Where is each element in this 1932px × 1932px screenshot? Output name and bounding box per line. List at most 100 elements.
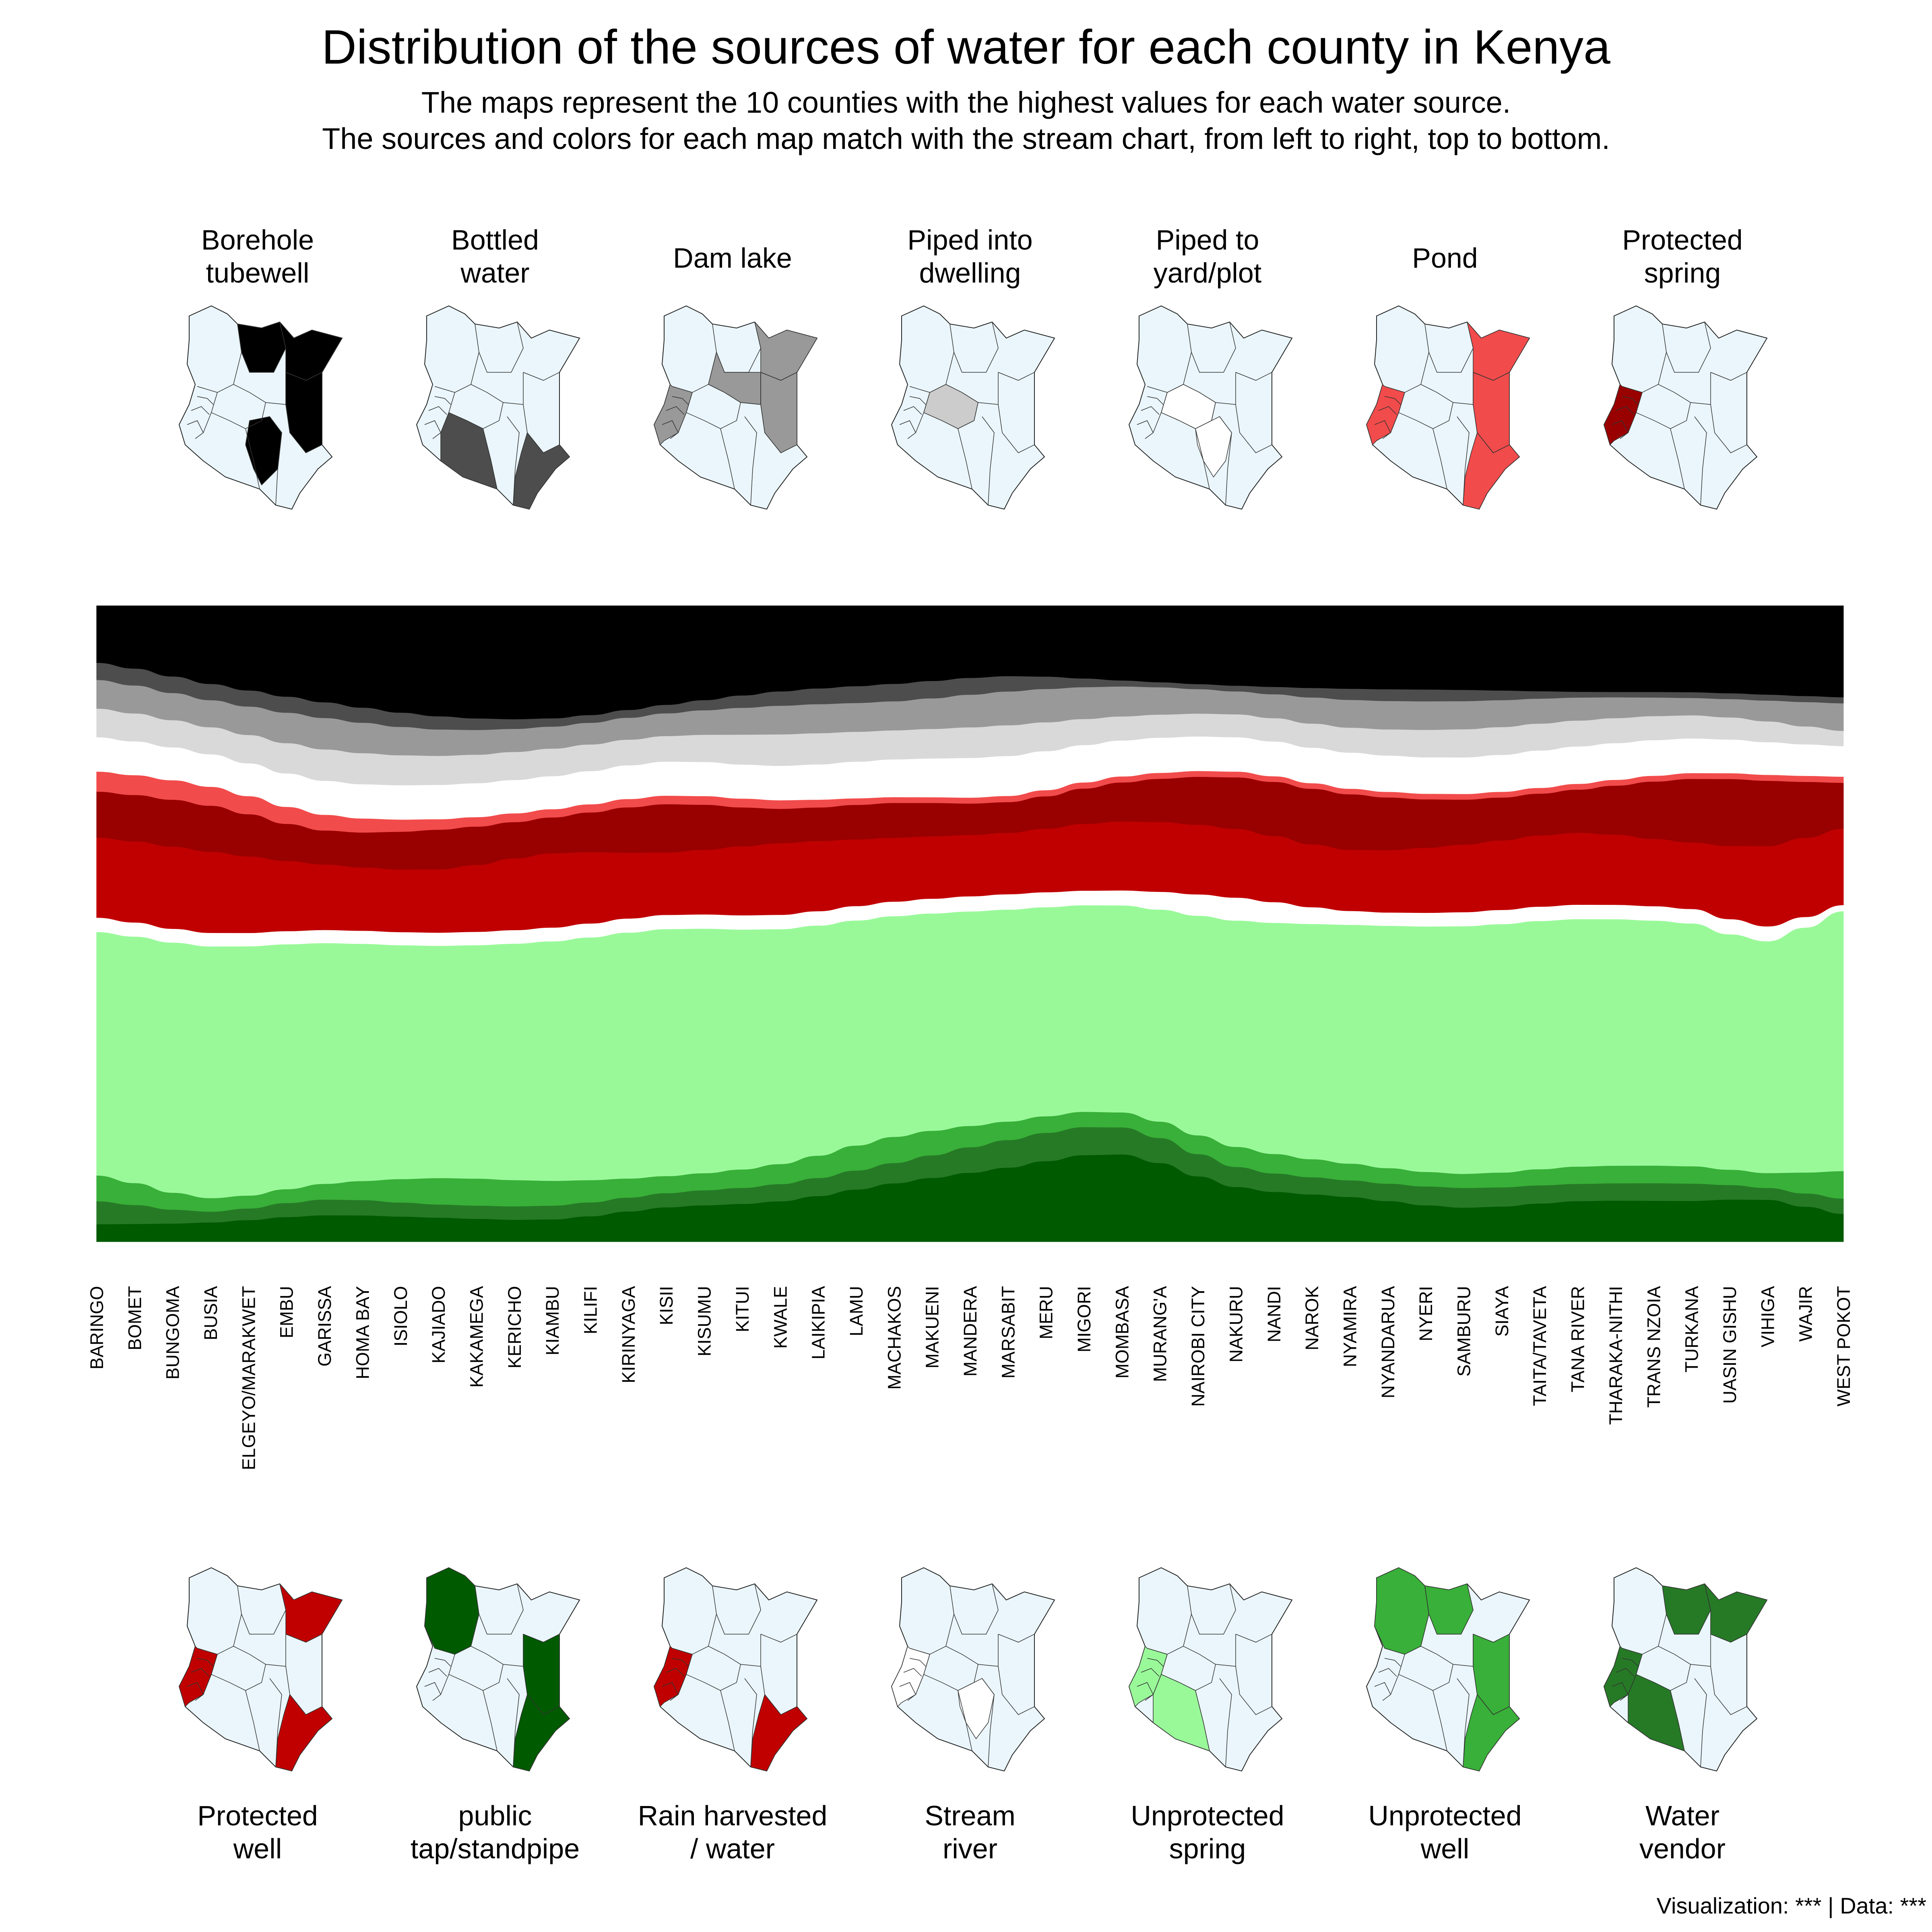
- county-border: [1195, 428, 1210, 489]
- county-border: [1428, 1583, 1474, 1635]
- x-tick-label: MURANG'A: [1150, 1286, 1170, 1382]
- county-border: [1384, 386, 1405, 433]
- kenya-map: [891, 1567, 1055, 1772]
- highlighted-county: [279, 322, 343, 381]
- county-border: [1141, 406, 1160, 415]
- county-border: [454, 384, 524, 405]
- county-border: [1612, 420, 1629, 439]
- county-border: [929, 384, 999, 405]
- county-border: [1616, 406, 1635, 415]
- county-border: [1235, 1634, 1272, 1715]
- county-border: [998, 1634, 1035, 1643]
- county-border: [929, 1646, 999, 1667]
- county-border: [1616, 1668, 1635, 1677]
- county-border: [483, 428, 497, 489]
- county-border: [285, 372, 322, 381]
- county-border: [1219, 416, 1232, 506]
- county-border: [1642, 1646, 1711, 1667]
- county-border: [1710, 1634, 1747, 1715]
- highlighted-county: [279, 1583, 343, 1643]
- map-outline: [416, 305, 580, 510]
- x-tick-label: MIGORI: [1074, 1286, 1094, 1352]
- county-border: [187, 420, 204, 439]
- county-border: [1622, 386, 1643, 433]
- x-tick-label: HOMA BAY: [352, 1286, 373, 1379]
- x-tick-label: KIAMBU: [542, 1286, 563, 1356]
- x-tick-label: NANDI: [1264, 1286, 1284, 1342]
- x-tick-label: EMBU: [277, 1286, 297, 1338]
- map-label: Bottled water: [451, 224, 539, 289]
- county-border: [1710, 372, 1747, 453]
- county-border: [672, 1658, 689, 1667]
- county-border: [507, 1678, 520, 1767]
- stream-layer: [96, 1154, 1844, 1242]
- county-border: [909, 396, 926, 405]
- county-border: [1428, 322, 1474, 373]
- county-border: [454, 1646, 524, 1667]
- kenya-map: [653, 305, 818, 510]
- county-border: [1642, 384, 1711, 405]
- county-border: [1622, 396, 1639, 405]
- map-label: Protected spring: [1622, 224, 1743, 289]
- map-label: Stream river: [925, 1800, 1016, 1864]
- county-border: [1191, 322, 1236, 373]
- chart-caption: Visualization: *** | Data: ***: [1656, 1893, 1926, 1918]
- county-border: [692, 384, 761, 405]
- county-border: [191, 1668, 210, 1677]
- county-border: [483, 1690, 497, 1751]
- kenya-map: [1366, 1567, 1530, 1772]
- county-border: [1473, 1634, 1510, 1643]
- county-border: [285, 1634, 322, 1715]
- county-border: [479, 322, 524, 373]
- county-border: [1670, 1690, 1685, 1751]
- county-border: [720, 1690, 735, 1751]
- county-border: [1404, 1646, 1474, 1667]
- county-border: [1378, 1668, 1397, 1677]
- x-tick-label: TRANS NZOIA: [1643, 1286, 1664, 1408]
- x-tick-label: BARINGO: [87, 1286, 107, 1370]
- kenya-map: [653, 1567, 818, 1772]
- county-border: [692, 1646, 761, 1667]
- county-border: [197, 386, 218, 433]
- county-border: [424, 1682, 441, 1701]
- county-border: [1432, 1690, 1447, 1751]
- map-label: Unprotected well: [1368, 1800, 1522, 1864]
- chart-subtitle-line-2: The sources and colors for each map matc…: [322, 122, 1610, 155]
- county-border: [998, 372, 1035, 381]
- x-tick-label: KAKAMEGA: [466, 1286, 487, 1388]
- highlighted-county: [1195, 416, 1232, 478]
- x-tick-label: NYAMIRA: [1340, 1286, 1360, 1367]
- county-border: [1378, 406, 1397, 415]
- kenya-map: [891, 305, 1055, 510]
- county-border: [479, 1583, 524, 1635]
- county-border: [1694, 416, 1707, 506]
- x-tick-label: LAMU: [846, 1286, 867, 1336]
- county-border: [434, 1658, 451, 1667]
- x-tick-label: NAKURU: [1226, 1286, 1246, 1362]
- county-border: [982, 1678, 995, 1767]
- county-border: [523, 1634, 560, 1643]
- county-border: [899, 1682, 916, 1701]
- county-border: [428, 406, 447, 415]
- county-border: [903, 1668, 922, 1677]
- county-border: [899, 420, 916, 439]
- county-border: [187, 1682, 204, 1701]
- map-label: public tap/standpipe: [410, 1800, 580, 1864]
- x-tick-label: KITUI: [732, 1286, 753, 1332]
- county-border: [1384, 1648, 1405, 1695]
- county-border: [666, 406, 685, 415]
- x-tick-label: TANA RIVER: [1568, 1286, 1588, 1392]
- x-tick-label: KISII: [656, 1286, 677, 1325]
- highlighted-county: [754, 322, 818, 381]
- county-border: [507, 416, 520, 506]
- highlighted-county: [1704, 1583, 1768, 1643]
- x-tick-label: NAIROBI CITY: [1188, 1286, 1208, 1407]
- county-border: [523, 372, 560, 381]
- map-label: Rain harvested / water: [638, 1800, 828, 1864]
- county-border: [245, 1690, 260, 1751]
- county-border: [1710, 1634, 1747, 1643]
- highlighted-county: [1467, 322, 1530, 381]
- county-border: [1622, 1648, 1643, 1695]
- county-border: [197, 396, 214, 405]
